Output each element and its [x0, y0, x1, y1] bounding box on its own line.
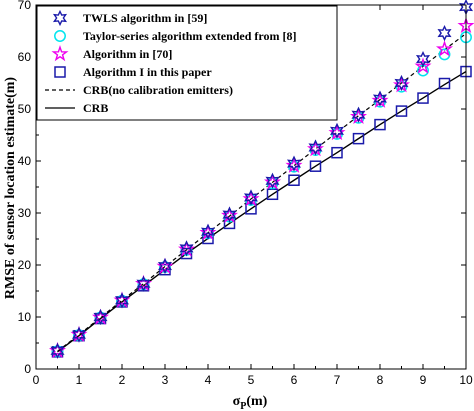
series-0-point	[50, 342, 65, 359]
legend-box	[36, 5, 338, 121]
legend-marker	[54, 30, 66, 42]
series-2-point	[306, 140, 325, 157]
series-3-point	[309, 160, 322, 172]
series-3-point	[180, 247, 193, 260]
y-tick-label: 10	[18, 310, 32, 324]
y-tick-label: 70	[18, 0, 32, 12]
series-3-point	[288, 174, 300, 186]
series-3-point	[202, 232, 214, 245]
y-axis-label: RMSE of sensor location estimate(m)	[3, 77, 18, 299]
series-2-point	[392, 76, 411, 93]
series-0-point	[329, 122, 345, 139]
x-tick-label: 2	[119, 373, 126, 387]
series-2-point	[414, 57, 432, 74]
x-tick-label: 7	[334, 373, 341, 387]
legend-entry: Algorithm I in this paper	[54, 65, 212, 79]
x-tick-label: 8	[377, 373, 384, 387]
series-2-point	[349, 107, 368, 125]
legend-entry: Algorithm in [70]	[51, 45, 172, 62]
series-0-point	[71, 326, 87, 343]
legend-marker	[52, 9, 68, 27]
legend-label: CRB	[83, 101, 108, 115]
series-0-point	[243, 189, 259, 206]
axes-layer: 0 1 2 3 4 5 6 7 8 9 10 0 10 20 30 40 50 60 70	[18, 0, 473, 387]
series-3-point	[417, 92, 429, 104]
x-tick-label: 5	[248, 373, 255, 387]
x-tick-label: 0	[33, 373, 40, 387]
series-3-point	[374, 118, 386, 131]
series-3-point	[438, 77, 451, 90]
legend-marker	[51, 45, 69, 62]
x-axis-label: σP(m)	[233, 394, 268, 411]
legend-marker	[54, 66, 66, 78]
x-tick-label: 10	[459, 373, 473, 387]
legend: TWLS algorithm in [59] Taylor-series algo…	[36, 5, 338, 121]
y-tick-label: 60	[18, 50, 32, 64]
series-0-point	[222, 206, 237, 223]
legend-label: Algorithm I in this paper	[83, 65, 212, 79]
legend-entry: TWLS algorithm in [59]	[52, 9, 207, 27]
series-0-point	[415, 50, 431, 68]
legend-label: Algorithm in [70]	[83, 47, 172, 61]
y-tick-label: 40	[18, 154, 32, 168]
y-tick-label: 20	[18, 258, 32, 272]
y-tick-label: 50	[18, 102, 32, 116]
series-0-point	[308, 139, 323, 156]
legend-label: TWLS algorithm in [59]	[83, 11, 207, 25]
x-tick-label: 1	[76, 373, 83, 387]
y-tick-label: 30	[18, 206, 32, 220]
x-tick-label: 9	[420, 373, 427, 387]
x-axis-label-subscript: P	[240, 401, 246, 411]
series-2-point	[263, 173, 282, 190]
x-tick-label: 3	[162, 373, 169, 387]
series-0-point	[437, 24, 452, 42]
series-1-point	[438, 48, 451, 61]
series-2-point	[285, 156, 303, 173]
series-0-point	[351, 106, 366, 123]
series-0-point	[372, 90, 388, 107]
series-0-point	[93, 308, 108, 326]
series-0-point	[179, 240, 194, 257]
x-tick-label: 4	[205, 373, 212, 387]
series-0-point	[265, 172, 280, 189]
series-0-point	[394, 74, 409, 92]
series-2-point	[328, 123, 346, 141]
y-tick-label: 0	[24, 362, 31, 376]
x-tick-label: 6	[291, 373, 298, 387]
series-0-point	[286, 155, 302, 172]
series-0-point	[157, 257, 173, 275]
legend-entry: CRB(no calibration emitters)	[45, 83, 233, 97]
series-3-point	[352, 132, 365, 145]
legend-entry: Taylor-series algorithm extended from [8…	[54, 29, 297, 43]
series-0-point	[200, 223, 216, 240]
series-2-point	[435, 40, 454, 57]
series-3-point	[395, 105, 408, 117]
legend-label: CRB(no calibration emitters)	[83, 83, 233, 97]
series-0-point	[114, 292, 130, 309]
x-axis-label-symbol: σ	[233, 394, 241, 409]
x-axis-label-unit: (m)	[246, 394, 267, 409]
series-0-point	[136, 275, 151, 292]
series-2-point	[371, 91, 389, 108]
legend-label: Taylor-series algorithm extended from [8…	[83, 29, 297, 43]
series-3-point	[331, 146, 343, 159]
series-2-point	[242, 190, 260, 207]
legend-entry: CRB	[45, 101, 108, 115]
